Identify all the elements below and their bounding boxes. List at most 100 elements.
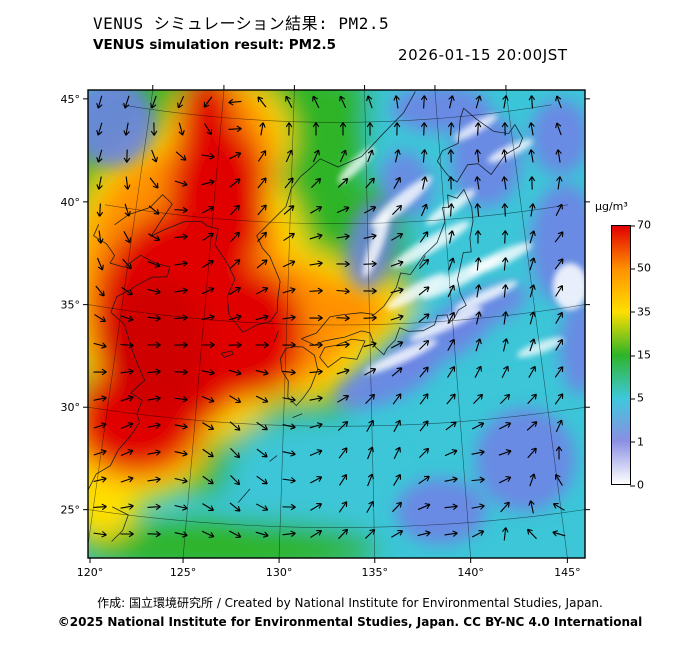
wind-arrow-icon bbox=[309, 287, 323, 295]
lon-tick-label: 120° bbox=[77, 566, 104, 579]
wind-arrow-icon bbox=[256, 448, 268, 458]
wind-arrow-icon bbox=[556, 176, 563, 190]
wind-arrow-icon bbox=[420, 149, 428, 163]
wind-arrow-icon bbox=[475, 311, 482, 325]
wind-arrow-icon bbox=[96, 149, 103, 163]
wind-arrow-icon bbox=[393, 176, 401, 189]
wind-arrow-icon bbox=[310, 503, 323, 511]
wind-arrow-icon bbox=[475, 284, 482, 298]
graticule-layer bbox=[88, 90, 585, 558]
wind-arrow-icon bbox=[174, 396, 188, 403]
lon-tick-label: 140° bbox=[457, 566, 484, 579]
wind-arrow-icon bbox=[528, 149, 535, 163]
wind-arrow-icon bbox=[309, 395, 323, 402]
wind-arrow-icon bbox=[256, 287, 269, 295]
wind-arrow-icon bbox=[310, 206, 323, 214]
wind-arrow-icon bbox=[419, 366, 429, 378]
wind-arrow-icon bbox=[336, 287, 350, 295]
wind-arrow-icon bbox=[282, 477, 296, 484]
wind-arrow-icon bbox=[336, 368, 350, 375]
wind-arrow-icon bbox=[527, 393, 537, 405]
wind-arrow-icon bbox=[311, 177, 322, 189]
wind-arrow-icon bbox=[474, 149, 481, 163]
wind-arrow-icon bbox=[555, 446, 563, 460]
wind-arrow-icon bbox=[96, 257, 104, 271]
wind-arrow-icon bbox=[201, 530, 215, 538]
wind-arrow-icon bbox=[364, 206, 377, 214]
wind-arrow-icon bbox=[282, 396, 296, 403]
wind-arrow-icon bbox=[174, 260, 188, 267]
wind-arrow-icon bbox=[367, 473, 374, 487]
wind-arrow-icon bbox=[283, 232, 295, 241]
wind-arrow-icon bbox=[228, 369, 242, 376]
wind-arrow-icon bbox=[312, 95, 320, 109]
wind-arrow-icon bbox=[527, 447, 537, 459]
wind-arrow-icon bbox=[123, 122, 130, 136]
wind-arrow-icon bbox=[554, 393, 564, 405]
wind-arrow-icon bbox=[471, 530, 485, 538]
wind-arrow-icon bbox=[417, 503, 431, 511]
wind-arrow-icon bbox=[123, 149, 131, 163]
wind-arrow-icon bbox=[174, 450, 188, 457]
wind-arrow-icon bbox=[498, 476, 512, 484]
wind-arrow-icon bbox=[178, 122, 185, 136]
wind-arrow-icon bbox=[309, 422, 323, 429]
wind-arrow-icon bbox=[96, 176, 103, 190]
wind-arrow-icon bbox=[393, 95, 400, 109]
wind-arrow-icon bbox=[201, 314, 215, 321]
wind-arrow-icon bbox=[120, 368, 134, 375]
colorbar-tick-label: 35 bbox=[630, 305, 651, 319]
license-line: ©2025 National Institute for Environment… bbox=[57, 615, 643, 629]
wind-arrow-icon bbox=[228, 341, 242, 349]
wind-arrow-icon bbox=[285, 149, 293, 163]
wind-arrow-icon bbox=[309, 341, 323, 349]
footer: 作成: 国立環境研究所 / Created by National Instit… bbox=[0, 594, 700, 629]
wind-arrow-icon bbox=[528, 122, 535, 136]
lat-tick-label: 40° bbox=[61, 196, 81, 209]
wind-arrow-icon bbox=[501, 149, 508, 163]
wind-arrow-icon bbox=[501, 203, 509, 217]
wind-arrow-icon bbox=[147, 476, 161, 483]
wind-arrow-icon bbox=[447, 366, 456, 378]
wind-arrow-icon bbox=[419, 393, 429, 405]
wind-arrow-icon bbox=[498, 449, 512, 456]
wind-arrow-icon bbox=[203, 96, 213, 108]
wind-arrow-icon bbox=[366, 500, 374, 513]
wind-arrow-icon bbox=[363, 341, 377, 348]
wind-arrow-icon bbox=[447, 311, 455, 324]
wind-arrow-icon bbox=[502, 527, 509, 541]
wind-arrow-icon bbox=[124, 203, 131, 217]
wind-arrow-icon bbox=[555, 122, 562, 136]
wind-arrow-icon bbox=[120, 530, 134, 538]
colorbar-tick-label: 70 bbox=[630, 218, 651, 232]
lat-tick-label: 30° bbox=[61, 401, 81, 414]
wind-arrow-icon bbox=[202, 503, 215, 511]
wind-arrow-icon bbox=[419, 231, 429, 243]
wind-arrow-icon bbox=[147, 530, 161, 538]
colorbar-tick-label: 5 bbox=[630, 391, 644, 405]
wind-arrow-icon bbox=[259, 122, 266, 136]
wind-arrow-icon bbox=[282, 341, 296, 349]
wind-arrow-icon bbox=[150, 95, 157, 109]
wind-arrow-icon bbox=[230, 447, 241, 459]
wind-arrow-icon bbox=[447, 149, 455, 163]
wind-arrow-icon bbox=[228, 125, 242, 133]
wind-arrow-icon bbox=[93, 449, 107, 456]
wind-arrow-icon bbox=[367, 446, 374, 460]
wind-arrow-icon bbox=[366, 419, 374, 432]
wind-arrow-icon bbox=[444, 503, 458, 511]
colorbar-gradient bbox=[611, 225, 631, 485]
wind-arrow-icon bbox=[444, 476, 458, 483]
wind-arrow-icon bbox=[555, 338, 563, 351]
wind-arrow-icon bbox=[421, 176, 428, 190]
wind-arrow-icon bbox=[148, 205, 160, 215]
wind-arrow-icon bbox=[256, 421, 268, 431]
wind-arrow-icon bbox=[284, 177, 294, 189]
wind-arrow-icon bbox=[338, 447, 348, 459]
wind-arrow-icon bbox=[228, 152, 242, 160]
wind-arrow-icon bbox=[93, 476, 107, 483]
wind-arrow-icon bbox=[257, 231, 268, 243]
wind-arrow-icon bbox=[529, 230, 536, 244]
wind-arrow-icon bbox=[201, 153, 215, 160]
wind-arrow-icon bbox=[96, 203, 104, 217]
